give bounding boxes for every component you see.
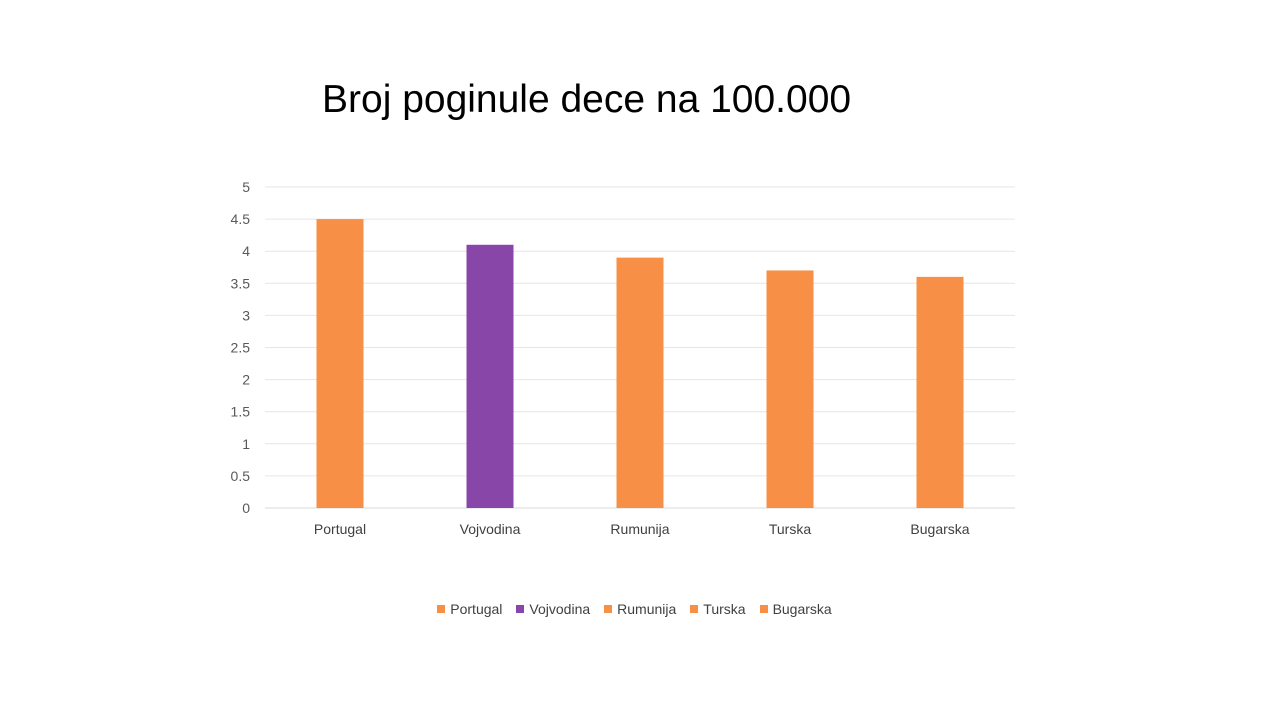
y-tick-label: 4.5 bbox=[231, 211, 251, 227]
y-tick-label: 1 bbox=[242, 436, 250, 452]
legend-label: Portugal bbox=[450, 601, 503, 617]
legend-swatch bbox=[690, 605, 699, 613]
legend-label: Turska bbox=[703, 601, 746, 617]
y-tick-label: 1.5 bbox=[231, 404, 251, 420]
bar-turska bbox=[766, 270, 814, 508]
legend-item: Vojvodina bbox=[516, 601, 590, 617]
y-tick-label: 4 bbox=[242, 243, 250, 259]
y-tick-label: 2 bbox=[242, 372, 250, 388]
x-tick-label: Bugarska bbox=[910, 521, 969, 537]
x-tick-label: Turska bbox=[769, 521, 811, 537]
legend-label: Bugarska bbox=[772, 601, 832, 617]
bars bbox=[316, 219, 964, 508]
y-tick-label: 3 bbox=[242, 307, 250, 323]
legend-label: Rumunija bbox=[617, 601, 677, 617]
legend-label: Vojvodina bbox=[529, 601, 591, 617]
y-tick-label: 5 bbox=[242, 179, 250, 195]
legend-swatch bbox=[516, 605, 525, 613]
legend-item: Turska bbox=[690, 601, 746, 617]
y-tick-label: 0 bbox=[242, 500, 250, 516]
y-tick-label: 2.5 bbox=[231, 340, 251, 356]
legend: Portugal Vojvodina Rumunija Turska Bugarska bbox=[0, 601, 1269, 617]
bar-vojvodina bbox=[466, 244, 514, 508]
legend-item: Portugal bbox=[437, 601, 502, 617]
x-tick-label: Rumunija bbox=[610, 521, 669, 537]
y-axis-ticks: 0 0.5 1 1.5 2 2.5 3 3.5 4 4.5 5 bbox=[231, 179, 251, 516]
bar-bugarska bbox=[916, 276, 964, 508]
legend-swatch bbox=[437, 605, 446, 613]
y-tick-label: 3.5 bbox=[231, 275, 251, 291]
x-tick-label: Portugal bbox=[314, 521, 366, 537]
chart-title: Broj poginule dece na 100.000 bbox=[322, 78, 852, 121]
x-axis-labels: Portugal Vojvodina Rumunija Turska Bugarska bbox=[314, 521, 970, 537]
x-tick-label: Vojvodina bbox=[460, 521, 521, 537]
legend-item: Rumunija bbox=[604, 601, 676, 617]
bar-portugal bbox=[316, 219, 364, 508]
legend-item: Bugarska bbox=[759, 601, 832, 617]
legend-swatch bbox=[759, 605, 768, 613]
y-tick-label: 0.5 bbox=[231, 468, 251, 484]
bar-rumunija bbox=[616, 257, 664, 508]
legend-swatch bbox=[604, 605, 613, 613]
